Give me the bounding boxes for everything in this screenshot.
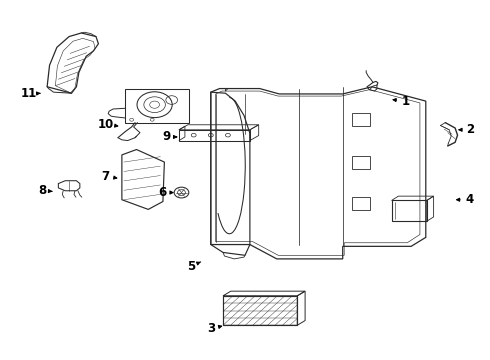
Text: 10: 10 (98, 118, 118, 131)
Text: 6: 6 (158, 186, 173, 199)
Text: 4: 4 (457, 193, 474, 206)
Bar (351, 197, 370, 211)
Text: 11: 11 (21, 87, 40, 100)
Text: 8: 8 (38, 184, 52, 197)
Text: 5: 5 (187, 260, 201, 273)
Text: 9: 9 (163, 130, 177, 144)
Text: 3: 3 (207, 322, 221, 335)
Text: 1: 1 (393, 95, 410, 108)
Text: 7: 7 (102, 170, 117, 183)
Bar (351, 113, 370, 126)
Text: 2: 2 (459, 123, 474, 136)
Bar (351, 156, 370, 169)
